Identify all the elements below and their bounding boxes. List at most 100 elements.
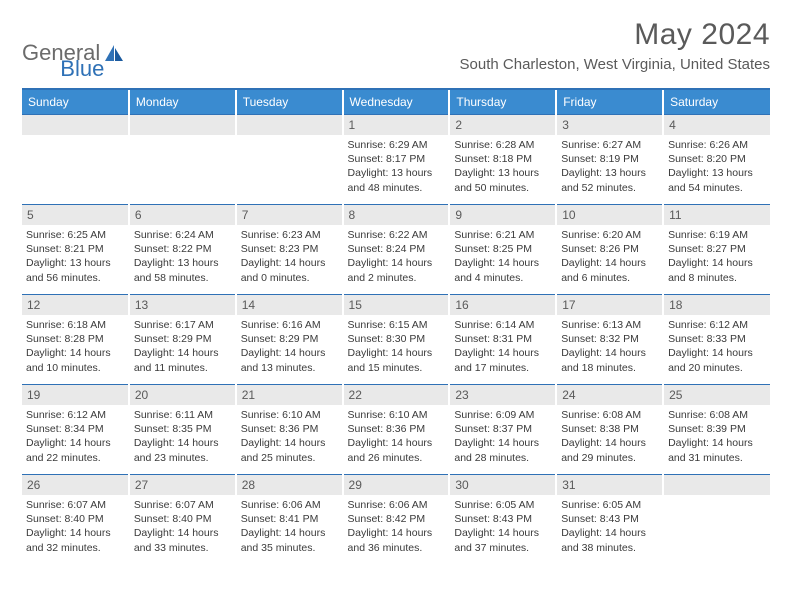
calendar-day-cell: 7Sunrise: 6:23 AMSunset: 8:23 PMDaylight… [236, 204, 343, 294]
sunset-text: Sunset: 8:40 PM [26, 512, 124, 526]
day-info: Sunrise: 6:06 AMSunset: 8:42 PMDaylight:… [344, 495, 449, 559]
sunset-text: Sunset: 8:26 PM [561, 242, 658, 256]
weekday-thursday: Thursday [449, 90, 556, 114]
calendar-day-cell [129, 114, 236, 204]
calendar-day-cell: 31Sunrise: 6:05 AMSunset: 8:43 PMDayligh… [556, 474, 663, 562]
day-info: Sunrise: 6:05 AMSunset: 8:43 PMDaylight:… [557, 495, 662, 559]
sunrise-text: Sunrise: 6:11 AM [134, 408, 231, 422]
sunset-text: Sunset: 8:20 PM [668, 152, 766, 166]
daylight-text: Daylight: 13 hours and 50 minutes. [454, 166, 551, 194]
daylight-text: Daylight: 14 hours and 33 minutes. [134, 526, 231, 554]
sunrise-text: Sunrise: 6:12 AM [26, 408, 124, 422]
calendar-week-row: 26Sunrise: 6:07 AMSunset: 8:40 PMDayligh… [22, 474, 770, 562]
daylight-text: Daylight: 14 hours and 26 minutes. [348, 436, 445, 464]
daylight-text: Daylight: 13 hours and 48 minutes. [348, 166, 445, 194]
day-info: Sunrise: 6:21 AMSunset: 8:25 PMDaylight:… [450, 225, 555, 289]
day-number: 13 [130, 294, 235, 315]
day-number: 31 [557, 474, 662, 495]
calendar-day-cell: 18Sunrise: 6:12 AMSunset: 8:33 PMDayligh… [663, 294, 770, 384]
day-number: 12 [22, 294, 128, 315]
daylight-text: Daylight: 14 hours and 2 minutes. [348, 256, 445, 284]
calendar-day-cell: 6Sunrise: 6:24 AMSunset: 8:22 PMDaylight… [129, 204, 236, 294]
daylight-text: Daylight: 14 hours and 18 minutes. [561, 346, 658, 374]
calendar-day-cell: 9Sunrise: 6:21 AMSunset: 8:25 PMDaylight… [449, 204, 556, 294]
sunrise-text: Sunrise: 6:06 AM [348, 498, 445, 512]
day-number: 30 [450, 474, 555, 495]
daylight-text: Daylight: 14 hours and 6 minutes. [561, 256, 658, 284]
sail-icon [104, 44, 124, 62]
daylight-text: Daylight: 14 hours and 28 minutes. [454, 436, 551, 464]
sunset-text: Sunset: 8:37 PM [454, 422, 551, 436]
day-info: Sunrise: 6:12 AMSunset: 8:33 PMDaylight:… [664, 315, 770, 379]
calendar-week-row: 12Sunrise: 6:18 AMSunset: 8:28 PMDayligh… [22, 294, 770, 384]
calendar-day-cell: 1Sunrise: 6:29 AMSunset: 8:17 PMDaylight… [343, 114, 450, 204]
day-info: Sunrise: 6:12 AMSunset: 8:34 PMDaylight:… [22, 405, 128, 469]
sunset-text: Sunset: 8:39 PM [668, 422, 766, 436]
daylight-text: Daylight: 13 hours and 54 minutes. [668, 166, 766, 194]
calendar-day-cell [236, 114, 343, 204]
calendar-day-cell: 15Sunrise: 6:15 AMSunset: 8:30 PMDayligh… [343, 294, 450, 384]
sunrise-text: Sunrise: 6:12 AM [668, 318, 766, 332]
day-number: 8 [344, 204, 449, 225]
sunset-text: Sunset: 8:17 PM [348, 152, 445, 166]
day-info: Sunrise: 6:25 AMSunset: 8:21 PMDaylight:… [22, 225, 128, 289]
day-info: Sunrise: 6:06 AMSunset: 8:41 PMDaylight:… [237, 495, 342, 559]
calendar-day-cell: 13Sunrise: 6:17 AMSunset: 8:29 PMDayligh… [129, 294, 236, 384]
daylight-text: Daylight: 14 hours and 31 minutes. [668, 436, 766, 464]
sunrise-text: Sunrise: 6:17 AM [134, 318, 231, 332]
header: General Blue May 2024 South Charleston, … [22, 18, 770, 82]
day-number: 24 [557, 384, 662, 405]
day-number [22, 114, 128, 135]
calendar-day-cell: 14Sunrise: 6:16 AMSunset: 8:29 PMDayligh… [236, 294, 343, 384]
daylight-text: Daylight: 14 hours and 32 minutes. [26, 526, 124, 554]
sunrise-text: Sunrise: 6:28 AM [454, 138, 551, 152]
day-number: 4 [664, 114, 770, 135]
sunrise-text: Sunrise: 6:29 AM [348, 138, 445, 152]
day-info: Sunrise: 6:14 AMSunset: 8:31 PMDaylight:… [450, 315, 555, 379]
title-block: May 2024 South Charleston, West Virginia… [460, 18, 770, 73]
day-info: Sunrise: 6:13 AMSunset: 8:32 PMDaylight:… [557, 315, 662, 379]
day-number: 23 [450, 384, 555, 405]
calendar-day-cell: 2 Sunrise: 6:28 AMSunset: 8:18 PMDaylight… [449, 114, 556, 204]
calendar-day-cell: 19Sunrise: 6:12 AMSunset: 8:34 PMDayligh… [22, 384, 129, 474]
sunset-text: Sunset: 8:35 PM [134, 422, 231, 436]
day-number: 22 [344, 384, 449, 405]
weekday-monday: Monday [129, 90, 236, 114]
sunrise-text: Sunrise: 6:21 AM [454, 228, 551, 242]
sunset-text: Sunset: 8:42 PM [348, 512, 445, 526]
day-number: 21 [237, 384, 342, 405]
calendar-body: 1Sunrise: 6:29 AMSunset: 8:17 PMDaylight… [22, 114, 770, 562]
day-number: 27 [130, 474, 235, 495]
sunrise-text: Sunrise: 6:07 AM [134, 498, 231, 512]
sunrise-text: Sunrise: 6:27 AM [561, 138, 658, 152]
daylight-text: Daylight: 14 hours and 8 minutes. [668, 256, 766, 284]
daylight-text: Daylight: 13 hours and 56 minutes. [26, 256, 124, 284]
sunrise-text: Sunrise: 6:16 AM [241, 318, 338, 332]
calendar-day-cell: 29Sunrise: 6:06 AMSunset: 8:42 PMDayligh… [343, 474, 450, 562]
sunrise-text: Sunrise: 6:15 AM [348, 318, 445, 332]
day-info: Sunrise: 6:22 AMSunset: 8:24 PMDaylight:… [344, 225, 449, 289]
daylight-text: Daylight: 14 hours and 20 minutes. [668, 346, 766, 374]
daylight-text: Daylight: 14 hours and 38 minutes. [561, 526, 658, 554]
daylight-text: Daylight: 14 hours and 36 minutes. [348, 526, 445, 554]
weekday-friday: Friday [556, 90, 663, 114]
daylight-text: Daylight: 14 hours and 13 minutes. [241, 346, 338, 374]
day-number: 28 [237, 474, 342, 495]
daylight-text: Daylight: 13 hours and 58 minutes. [134, 256, 231, 284]
day-info: Sunrise: 6:09 AMSunset: 8:37 PMDaylight:… [450, 405, 555, 469]
day-info: Sunrise: 6:15 AMSunset: 8:30 PMDaylight:… [344, 315, 449, 379]
sunset-text: Sunset: 8:21 PM [26, 242, 124, 256]
sunrise-text: Sunrise: 6:13 AM [561, 318, 658, 332]
sunrise-text: Sunrise: 6:19 AM [668, 228, 766, 242]
day-number: 6 [130, 204, 235, 225]
sunrise-text: Sunrise: 6:08 AM [561, 408, 658, 422]
sunset-text: Sunset: 8:18 PM [454, 152, 551, 166]
day-number: 16 [450, 294, 555, 315]
sunset-text: Sunset: 8:32 PM [561, 332, 658, 346]
day-info: Sunrise: 6:08 AMSunset: 8:38 PMDaylight:… [557, 405, 662, 469]
weekday-wednesday: Wednesday [343, 90, 450, 114]
day-number: 2 [450, 114, 555, 135]
calendar-week-row: 19Sunrise: 6:12 AMSunset: 8:34 PMDayligh… [22, 384, 770, 474]
sunrise-text: Sunrise: 6:05 AM [454, 498, 551, 512]
calendar-day-cell: 30Sunrise: 6:05 AMSunset: 8:43 PMDayligh… [449, 474, 556, 562]
